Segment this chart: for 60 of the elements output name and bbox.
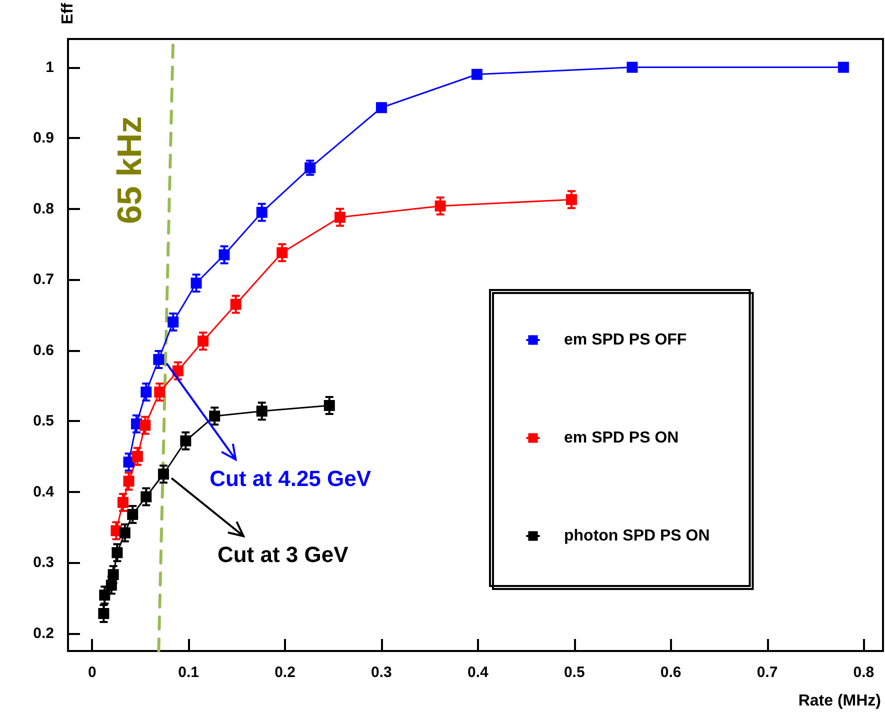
x-tick-label: 0.6 xyxy=(660,664,682,681)
y-tick-label: 0.6 xyxy=(33,342,54,359)
point xyxy=(256,406,268,417)
legend-label: em SPD PS ON xyxy=(564,430,679,446)
point xyxy=(153,354,164,366)
point xyxy=(218,249,230,260)
point xyxy=(566,194,577,206)
annotation: Cut at 3 GeV xyxy=(217,542,348,568)
point xyxy=(434,200,446,212)
point xyxy=(98,608,110,619)
point xyxy=(172,365,184,376)
point xyxy=(626,62,638,73)
y-axis-title: Eff xyxy=(60,2,76,24)
point xyxy=(117,496,128,508)
point xyxy=(140,420,151,431)
legend-label: em SPD PS OFF xyxy=(564,332,687,348)
y-tick-label: 0.3 xyxy=(33,554,54,572)
point xyxy=(123,476,134,487)
x-tick-label: 0.7 xyxy=(756,664,778,681)
point xyxy=(376,102,387,114)
x-tick-label: 0.5 xyxy=(564,664,585,681)
point xyxy=(154,386,166,398)
legend-label: photon SPD PS ON xyxy=(564,528,710,544)
point xyxy=(180,435,192,446)
x-tick-label: 0.2 xyxy=(274,664,296,681)
point xyxy=(198,336,209,347)
y-tick-label: 0.2 xyxy=(33,624,54,642)
annotation: 65 kHz xyxy=(111,116,150,224)
x-axis-title: Rate (MHz) xyxy=(798,692,881,710)
annotation: Cut at 4.25 GeV xyxy=(210,466,372,492)
x-tick-label: 0 xyxy=(88,664,96,681)
point xyxy=(99,590,110,601)
y-tick-label: 0.9 xyxy=(33,130,54,147)
point xyxy=(119,527,130,538)
y-tick-label: 1 xyxy=(46,58,54,76)
point xyxy=(256,206,268,218)
point xyxy=(209,410,220,422)
x-tick-label: 0.3 xyxy=(371,664,392,681)
x-tick-label: 0.1 xyxy=(178,664,199,681)
point xyxy=(112,547,123,558)
point xyxy=(304,162,316,174)
point xyxy=(230,298,242,310)
point xyxy=(838,62,849,73)
point xyxy=(334,212,346,223)
x-tick-label: 0.8 xyxy=(853,664,874,681)
point xyxy=(132,450,143,462)
point xyxy=(140,491,152,502)
y-tick-label: 0.7 xyxy=(33,271,54,288)
point xyxy=(276,247,288,258)
point xyxy=(127,508,138,520)
y-tick-label: 0.5 xyxy=(33,412,54,430)
x-tick-label: 0.4 xyxy=(467,664,489,681)
point xyxy=(190,278,202,289)
y-tick-label: 0.8 xyxy=(33,200,54,218)
point xyxy=(324,400,335,411)
point xyxy=(158,468,169,480)
y-tick-label: 0.4 xyxy=(33,483,55,500)
point xyxy=(140,386,152,398)
point xyxy=(471,68,482,80)
point xyxy=(168,316,179,328)
